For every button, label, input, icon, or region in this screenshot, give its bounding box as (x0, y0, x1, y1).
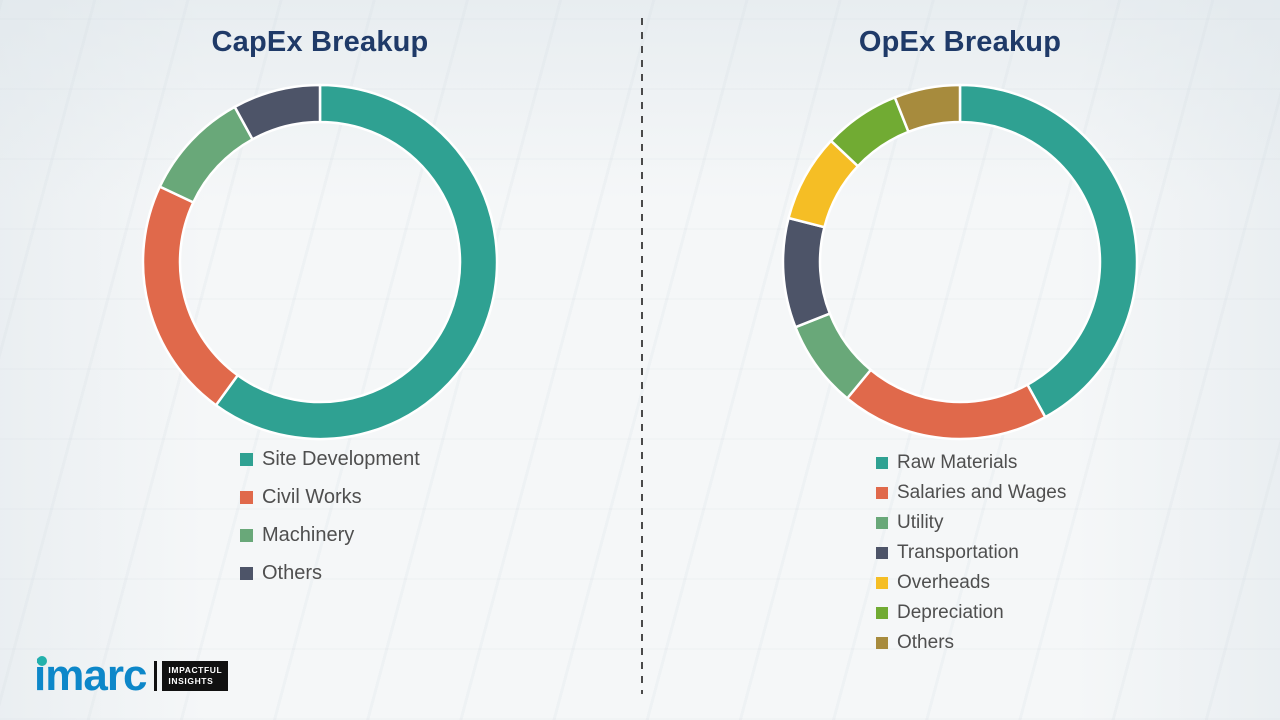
legend-item: Machinery (240, 524, 420, 547)
imarc-dot-icon (37, 656, 47, 666)
divider-line (641, 18, 643, 694)
legend-item: Raw Materials (876, 452, 1066, 474)
opex-legend: Raw Materials Salaries and Wages Utility Tr… (876, 452, 1066, 662)
imarc-wordmark: imarc (34, 651, 147, 700)
legend-swatch (876, 607, 888, 619)
opex-donut-chart (781, 83, 1139, 441)
legend-item: Overheads (876, 572, 1066, 594)
capex-donut-chart (141, 83, 499, 441)
donut-segment (893, 83, 962, 134)
legend-label: Others (897, 632, 955, 653)
donut-segment (233, 83, 322, 141)
legend-item: Utility (876, 512, 1066, 534)
legend-swatch (876, 637, 888, 649)
legend-swatch (876, 517, 888, 529)
legend-label: Civil Works (262, 486, 362, 508)
legend-label: Site Development (262, 448, 420, 470)
logo-tagline: IMPACTFUL INSIGHTS (162, 660, 229, 692)
donut-segment (158, 105, 254, 204)
imarc-wordmark-wrap: imarc (34, 651, 147, 700)
legend-swatch (876, 547, 888, 559)
legend-label: Others (262, 562, 323, 584)
legend-label: Transportation (897, 542, 1019, 563)
legend-swatch (240, 453, 253, 466)
logo-tagline-line1: IMPACTFUL (168, 664, 223, 675)
donut-segment (845, 368, 1047, 441)
imarc-logo: imarc IMPACTFUL INSIGHTS (34, 651, 229, 700)
donut-segment (781, 216, 832, 329)
legend-label: Depreciation (897, 602, 1004, 623)
legend-label: Machinery (262, 524, 355, 546)
logo-tagline-line2: INSIGHTS (168, 676, 214, 686)
logo-divider (154, 661, 158, 691)
legend-item: Others (876, 632, 1066, 654)
legend-swatch (876, 457, 888, 469)
opex-section: OpEx Breakup Raw Materials Salaries and W… (640, 0, 1280, 720)
opex-title: OpEx Breakup (858, 26, 1062, 58)
legend-label: Overheads (897, 572, 990, 593)
legend-item: Civil Works (240, 486, 420, 509)
legend-swatch (240, 529, 253, 542)
donut-segment (141, 185, 239, 407)
legend-item: Salaries and Wages (876, 482, 1066, 504)
capex-legend: Site Development Civil Works Machinery Othe… (240, 448, 420, 600)
legend-swatch (876, 577, 888, 589)
legend-item: Site Development (240, 448, 420, 471)
capex-section: CapEx Breakup Site Development Civil Work… (141, 26, 499, 600)
donut-segment (958, 83, 1139, 419)
legend-swatch (240, 491, 253, 504)
legend-item: Others (240, 562, 420, 585)
legend-label: Raw Materials (897, 452, 1018, 473)
legend-label: Salaries and Wages (897, 482, 1067, 503)
legend-item: Transportation (876, 542, 1066, 564)
legend-item: Depreciation (876, 602, 1066, 624)
legend-swatch (876, 487, 888, 499)
donut-segment (214, 83, 499, 441)
legend-label: Utility (897, 512, 944, 533)
capex-title: CapEx Breakup (211, 26, 429, 58)
legend-swatch (240, 567, 253, 580)
